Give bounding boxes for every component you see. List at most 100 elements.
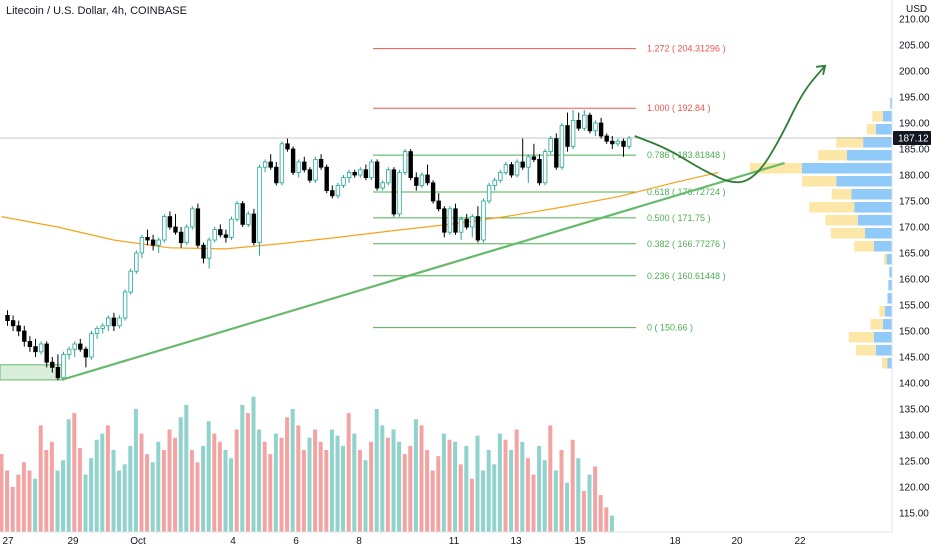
volume-bar [548, 425, 553, 532]
volume-profile [749, 98, 892, 369]
volume-bars [0, 396, 614, 532]
volume-profile-row [890, 98, 892, 109]
volume-bar [374, 409, 379, 532]
volume-profile-row [883, 319, 892, 330]
candle-body [402, 151, 408, 173]
volume-bar [251, 396, 256, 532]
price-tick-label: 155.00 [899, 301, 930, 312]
candle-body [150, 239, 156, 246]
volume-bar [49, 441, 54, 532]
volume-bar [458, 464, 463, 532]
volume-profile-row [818, 150, 847, 161]
volume-bar [391, 429, 396, 532]
price-tick-label: 120.00 [899, 483, 930, 494]
candle-body [106, 317, 111, 327]
volume-bar [537, 445, 542, 532]
candle-body [240, 203, 245, 225]
time-tick-label: 6 [293, 536, 299, 547]
candle-body [330, 190, 335, 197]
candle-body [520, 161, 525, 168]
candle-body [576, 120, 581, 129]
volume-profile-row [887, 358, 892, 369]
volume-bar [111, 450, 116, 532]
candle-body [570, 120, 576, 147]
candle-body [307, 169, 313, 181]
candle-body [425, 174, 430, 184]
volume-profile-row [887, 293, 892, 304]
trendline[interactable] [61, 161, 785, 381]
price-tick-label: 160.00 [899, 275, 930, 286]
candle-body [212, 229, 217, 241]
candle-body [458, 218, 464, 233]
candle-body [341, 177, 346, 186]
candlesticks [5, 110, 632, 381]
volume-bar [89, 458, 94, 532]
volume-bar [27, 470, 32, 532]
volume-bar [324, 450, 329, 532]
candle-body [621, 140, 626, 147]
price-tick-label: 125.00 [899, 457, 930, 468]
candle-body [22, 330, 27, 342]
candle-body [453, 208, 458, 233]
chart-title: Litecoin / U.S. Dollar, 4h, COINBASE [6, 5, 187, 17]
projection-arrow[interactable] [634, 64, 827, 184]
volume-profile-row [888, 280, 892, 291]
volume-bar [150, 462, 155, 532]
candle-body [380, 182, 385, 189]
volume-profile-row [848, 332, 874, 343]
volume-bar [72, 413, 77, 532]
candle-body [559, 125, 565, 168]
candle-body [626, 137, 632, 147]
volume-bar [66, 419, 71, 532]
candle-body [554, 138, 559, 168]
candle-body [531, 156, 537, 160]
time-tick-label: 29 [67, 536, 79, 547]
candle-body [50, 361, 55, 368]
candle-body [369, 161, 374, 178]
volume-bar [352, 433, 357, 532]
volume-bar [492, 464, 497, 532]
volume-profile-row [802, 176, 837, 187]
time-axis[interactable]: 27 29 Oct 4 6 8 11 13 15 18 20 22 [0, 531, 892, 547]
projection-path [634, 65, 826, 184]
price-tick-label: 115.00 [899, 509, 929, 520]
candle-body [44, 343, 49, 363]
volume-bar [447, 439, 452, 532]
candle-body [72, 343, 77, 350]
candle-body [542, 151, 548, 184]
last-price-value: 187.12 [898, 133, 929, 144]
volume-profile-row [847, 150, 892, 161]
fibonacci-retracement[interactable]: 1.272 ( 204.31296 ) 1.000 ( 192.84 ) 0.786… [373, 44, 726, 333]
volume-bar [173, 437, 178, 532]
volume-bar [38, 425, 43, 532]
price-tick-label: 210.00 [899, 15, 930, 26]
candle-body [134, 252, 139, 272]
candle-body [173, 226, 178, 233]
candle-body [5, 314, 10, 321]
candle-body [391, 169, 397, 215]
candle-body [526, 156, 531, 168]
volume-bar [301, 450, 306, 532]
time-tick-label: 8 [356, 536, 362, 547]
volume-bar [559, 450, 564, 532]
price-tick-label: 205.00 [899, 41, 930, 52]
candle-body [195, 208, 201, 246]
price-tick-label: 130.00 [899, 431, 930, 442]
candle-body [33, 346, 38, 353]
volume-bar [100, 433, 105, 532]
candle-body [279, 143, 285, 184]
price-axis[interactable]: USD 115.00 120.00 125.00 130.00 135.00 140.00 1… [891, 0, 931, 532]
time-tick-label: 13 [510, 536, 522, 547]
volume-bar [425, 450, 430, 532]
candle-body [514, 161, 520, 176]
volume-bar [16, 474, 21, 532]
volume-bar [195, 462, 200, 532]
candle-body [10, 320, 16, 327]
volume-bar [587, 474, 592, 532]
candle-body [587, 114, 593, 132]
volume-bar [413, 419, 418, 532]
volume-bar [341, 445, 346, 532]
volume-bar [475, 435, 480, 532]
volume-bar [369, 441, 374, 532]
